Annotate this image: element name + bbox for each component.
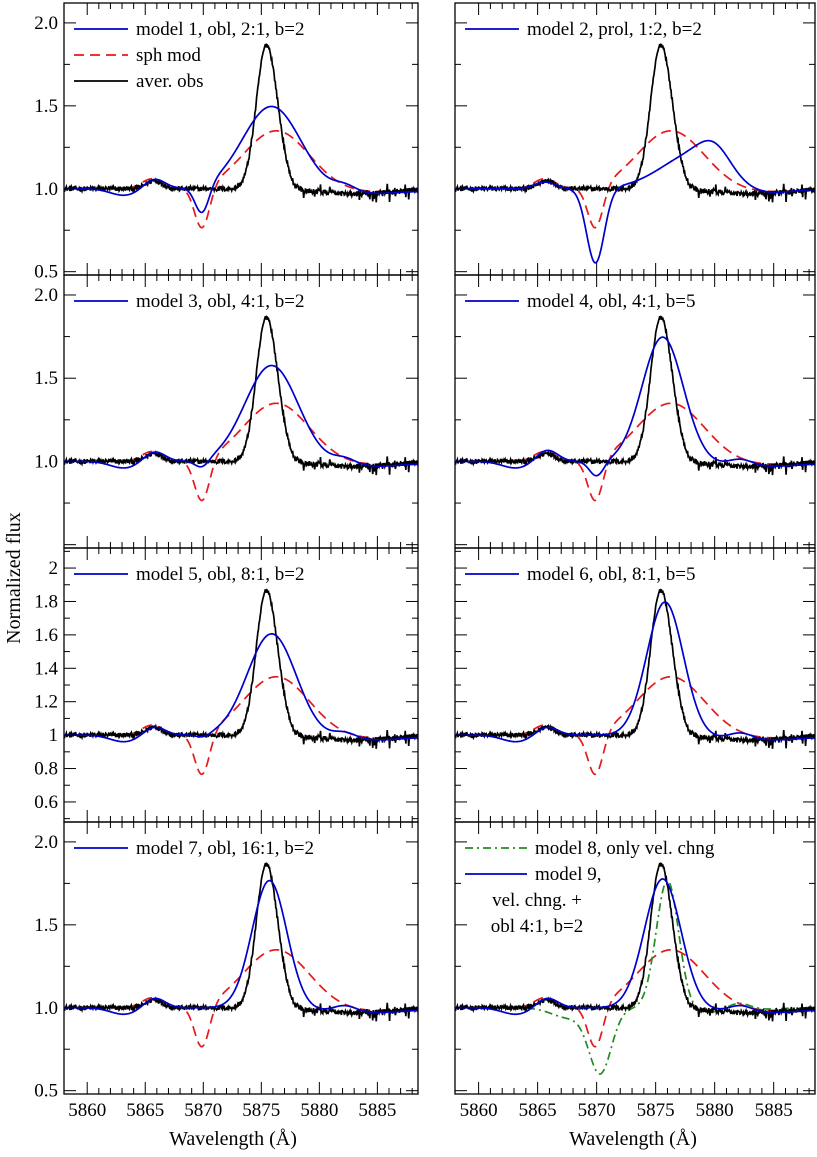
y-tick-label: 0.5 [34, 1081, 58, 1102]
y-tick-label: 1.5 [34, 96, 58, 117]
plot-area [64, 43, 418, 229]
y-tick-label: 1.2 [34, 692, 58, 713]
plot-area [455, 315, 815, 502]
series-model-line [455, 601, 815, 743]
plot-area [455, 862, 815, 1075]
x-axis-label-left: Wavelength (Å) [169, 1128, 297, 1150]
y-tick-label: 1.0 [34, 451, 58, 472]
series-obs-line [64, 43, 418, 203]
series-model-line [64, 879, 418, 1016]
panel-6: model 6, obl, 8:1, b=5 [454, 547, 816, 823]
y-tick-label: 2.0 [34, 13, 58, 34]
panel-frame [63, 2, 419, 276]
x-tick-label: 5865 [519, 1100, 557, 1121]
panel-frame [454, 2, 816, 276]
series-obs-line [455, 315, 815, 476]
legend-label-model: model 5, obl, 8:1, b=2 [136, 564, 305, 585]
y-axis-label: Normalized flux [3, 512, 25, 644]
legend-label-obs: aver. obs [136, 71, 204, 92]
legend-label-line: obl 4:1, b=2 [491, 916, 584, 937]
series-obs-line [64, 588, 418, 749]
y-tick-label: 0.5 [34, 262, 58, 283]
legend-label-model: model 4, obl, 4:1, b=5 [527, 291, 696, 312]
panel-5: 0.6 0.8 1 1.2 1.4 1.6 1.8 2 model 5, obl, 8:1, b… [34, 547, 419, 823]
plot-area [455, 43, 815, 264]
series-obs-line [64, 862, 418, 1022]
x-tick-label: 5875 [242, 1100, 280, 1121]
legend-label-model: model 3, obl, 4:1, b=2 [136, 291, 305, 312]
y-tick-label: 1.5 [34, 915, 58, 936]
series-obs-line [455, 588, 815, 749]
x-axis-label-right: Wavelength (Å) [569, 1128, 697, 1150]
x-tick-label: 5865 [126, 1100, 164, 1121]
legend-label-model: model 9, [535, 864, 602, 885]
legend-label-line: vel. chng. + [492, 890, 582, 911]
x-tick-label: 5875 [637, 1100, 675, 1121]
series-model-line [64, 105, 418, 214]
series-sph-line [64, 402, 418, 502]
x-tick-label: 5870 [578, 1100, 616, 1121]
series-sph-line [455, 675, 815, 776]
plot-area [64, 315, 418, 502]
series-sph-line [64, 129, 418, 229]
series-sph-line [455, 129, 815, 229]
y-tick-label: 2 [49, 558, 59, 579]
panel-frame [63, 547, 419, 823]
y-tick-label: 1.4 [34, 658, 58, 679]
series-obs-line [455, 862, 815, 1022]
legend-label-model: model 1, obl, 2:1, b=2 [136, 19, 305, 40]
legend-label-vel: model 8, only vel. chng [535, 838, 715, 859]
x-tick-label: 5880 [696, 1100, 734, 1121]
plot-area [64, 862, 418, 1048]
panel-4: model 4, obl, 4:1, b=5 [454, 274, 816, 549]
y-tick-label: 1.5 [34, 368, 58, 389]
panel-frame [454, 547, 816, 823]
y-tick-label: 1.0 [34, 179, 58, 200]
x-tick-label: 5860 [68, 1100, 106, 1121]
panel-1: 0.5 1.0 1.5 2.0 model 1, obl, 2:1, b=2 sph mo… [34, 2, 419, 283]
y-tick-label: 1.0 [34, 998, 58, 1019]
series-obs-line [455, 43, 815, 203]
series-model-line [455, 336, 815, 477]
panel-7: 5860 5865 5870 5875 5880 5885 0.5 1.0 1.5 2.0 mode… [34, 821, 419, 1121]
series-obs-line [64, 315, 418, 476]
x-tick-label: 5870 [184, 1100, 222, 1121]
panel-frame [454, 821, 816, 1095]
series-model-line [64, 632, 418, 743]
series-model-line [455, 139, 815, 264]
series-sph-line [455, 402, 815, 502]
legend-label-model: model 2, prol, 1:2, b=2 [527, 19, 702, 40]
y-tick-label: 1.8 [34, 591, 58, 612]
y-tick-label: 2.0 [34, 832, 58, 853]
panel-8: 5860 5865 5870 5875 5880 5885 model 8, only ve… [454, 821, 816, 1121]
plot-area [455, 588, 815, 776]
y-tick-label: 2.0 [34, 285, 58, 306]
legend-label-sph: sph mod [136, 45, 201, 66]
x-tick-label: 5880 [300, 1100, 338, 1121]
series-model-line [455, 878, 815, 1016]
x-tick-label: 5860 [460, 1100, 498, 1121]
y-tick-label: 1 [49, 725, 59, 746]
series-model-line [64, 364, 418, 469]
series-sph-line [455, 948, 815, 1048]
panel-3: 1.0 1.5 2.0 model 3, obl, 4:1, b=2 [34, 274, 419, 549]
plot-area [64, 588, 418, 776]
series-sph-line [64, 948, 418, 1048]
legend-label-model: model 6, obl, 8:1, b=5 [527, 564, 696, 585]
panel-frame [63, 821, 419, 1095]
panel-2: model 2, prol, 1:2, b=2 [454, 2, 816, 276]
legend-label-model: model 7, obl, 16:1, b=2 [136, 838, 314, 859]
x-tick-label: 5885 [755, 1100, 793, 1121]
y-tick-label: 1.6 [34, 625, 58, 646]
x-tick-label: 5885 [358, 1100, 396, 1121]
y-tick-label: 0.6 [34, 792, 58, 813]
y-tick-label: 0.8 [34, 759, 58, 780]
